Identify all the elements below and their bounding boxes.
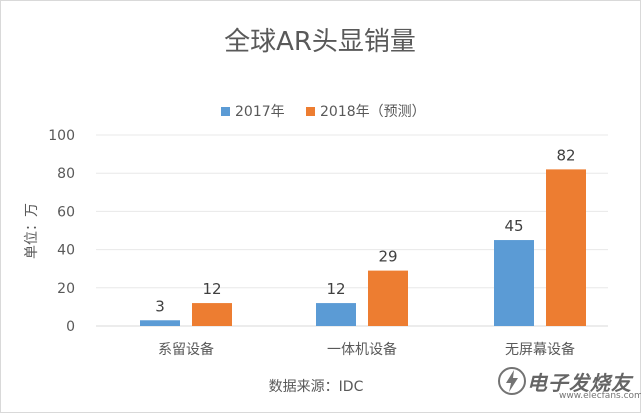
y-tick-label: 40 (57, 243, 75, 259)
x-tick-label: 系留设备 (158, 341, 214, 358)
chart-title: 全球AR头显销量 (224, 27, 416, 57)
watermark: 电子发烧友 www.elecfans.com (497, 360, 641, 408)
bar-2018-1 (192, 303, 232, 326)
x-axis-label-source: 数据来源：IDC (269, 379, 364, 395)
bar-2017-1 (140, 320, 180, 326)
watermark-text: 电子发烧友 (527, 371, 632, 395)
data-label: 3 (155, 297, 165, 315)
legend-swatch-2018 (306, 107, 315, 116)
bars (140, 169, 586, 326)
x-tick-label: 一体机设备 (327, 341, 397, 358)
data-label: 29 (378, 248, 397, 266)
y-axis-tick-labels: 0 20 40 60 80 100 (48, 128, 75, 335)
data-label: 82 (556, 146, 575, 164)
bar-2017-3 (494, 240, 534, 326)
legend: 2017年 2018年（预测） (221, 104, 426, 120)
data-label: 12 (326, 280, 345, 298)
lightning-logo-icon (498, 367, 526, 395)
y-tick-label: 80 (57, 166, 75, 182)
data-label: 12 (202, 280, 221, 298)
legend-label-2018-forecast: 2018年（预测） (320, 104, 426, 120)
data-label: 45 (504, 217, 523, 235)
y-tick-label: 20 (57, 281, 75, 297)
legend-swatch-2017 (221, 107, 230, 116)
bar-2018-3 (546, 169, 586, 326)
legend-label-2017: 2017年 (235, 104, 285, 120)
bar-2018-2 (368, 270, 408, 326)
x-tick-label: 无屏幕设备 (505, 341, 575, 358)
y-tick-label: 60 (57, 204, 75, 220)
y-tick-label: 0 (66, 319, 75, 335)
x-axis-tick-labels: 系留设备 一体机设备 无屏幕设备 (158, 341, 575, 358)
bar-2017-2 (316, 303, 356, 326)
y-tick-label: 100 (48, 128, 75, 144)
watermark-url: www.elecfans.com (559, 391, 641, 401)
y-axis-label: 单位：万 (24, 203, 40, 259)
data-labels: 3 12 12 29 45 82 (155, 146, 575, 315)
